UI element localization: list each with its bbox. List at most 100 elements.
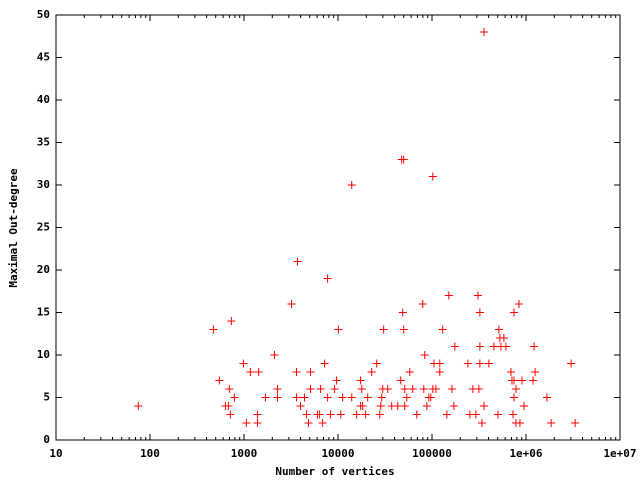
- point: [517, 376, 526, 385]
- point: [450, 342, 459, 351]
- point: [511, 385, 520, 393]
- point: [306, 385, 315, 393]
- point: [501, 342, 510, 351]
- point: [449, 402, 458, 410]
- point: [444, 291, 453, 300]
- y-tick-label: 15: [37, 306, 50, 319]
- y-tick-label: 50: [37, 8, 50, 21]
- point: [508, 410, 517, 419]
- point: [509, 308, 518, 317]
- x-tick-label: 10000: [321, 447, 354, 460]
- point: [499, 334, 508, 342]
- point: [134, 402, 143, 410]
- y-tick-label: 10: [37, 348, 50, 361]
- point: [296, 402, 305, 410]
- point: [438, 325, 447, 334]
- point: [357, 385, 366, 393]
- point: [419, 385, 428, 393]
- point: [306, 368, 315, 376]
- x-tick-label: 1e+07: [603, 447, 636, 460]
- point: [479, 28, 488, 36]
- point: [442, 410, 451, 419]
- point: [547, 419, 556, 427]
- plot-border: [55, 14, 621, 441]
- point: [326, 410, 335, 419]
- point: [376, 402, 385, 410]
- point: [475, 308, 484, 317]
- point: [422, 402, 431, 410]
- point: [273, 393, 282, 402]
- point: [400, 385, 409, 393]
- point: [209, 325, 218, 334]
- point: [253, 419, 262, 427]
- point: [474, 385, 483, 393]
- point: [471, 410, 480, 419]
- y-tick-label: 25: [37, 221, 50, 234]
- point: [509, 376, 518, 385]
- point: [304, 419, 313, 427]
- y-tick-label: 35: [37, 136, 50, 149]
- point: [246, 368, 255, 376]
- point: [292, 368, 301, 376]
- point: [273, 385, 282, 393]
- point: [253, 410, 262, 419]
- point: [334, 325, 343, 334]
- point: [431, 385, 440, 393]
- point: [477, 419, 486, 427]
- point: [261, 393, 270, 402]
- point: [484, 359, 493, 368]
- x-tick-label: 100000: [412, 447, 452, 460]
- point: [292, 393, 301, 402]
- point: [530, 342, 539, 351]
- point: [426, 393, 435, 402]
- point: [332, 376, 341, 385]
- y-tick-label: 40: [37, 93, 50, 106]
- point: [506, 368, 515, 376]
- point: [323, 393, 332, 402]
- point: [479, 402, 488, 410]
- y-tick-label: 0: [43, 433, 50, 446]
- point: [302, 410, 311, 419]
- point: [330, 385, 339, 393]
- point: [224, 402, 233, 410]
- point: [420, 351, 429, 359]
- point: [230, 393, 239, 402]
- point: [300, 393, 309, 402]
- x-axis-label: Number of vertices: [275, 465, 394, 478]
- point: [377, 393, 386, 402]
- point: [270, 351, 279, 359]
- point: [254, 368, 263, 376]
- point: [361, 410, 370, 419]
- x-tick-label: 1000: [231, 447, 258, 460]
- point: [494, 325, 503, 334]
- point: [356, 376, 365, 385]
- point: [293, 257, 302, 266]
- point: [514, 300, 523, 308]
- point: [435, 368, 444, 376]
- point: [239, 359, 248, 368]
- point: [215, 376, 224, 385]
- point: [428, 172, 437, 181]
- y-tick-label: 5: [43, 391, 50, 404]
- point: [475, 359, 484, 368]
- point: [242, 419, 251, 427]
- point: [383, 385, 392, 393]
- point: [447, 385, 456, 393]
- point: [396, 376, 405, 385]
- point: [519, 402, 528, 410]
- point: [287, 300, 296, 308]
- point: [529, 376, 538, 385]
- point: [338, 393, 347, 402]
- x-tick-label: 10: [49, 447, 62, 460]
- point: [493, 410, 502, 419]
- point: [393, 402, 402, 410]
- point: [315, 410, 324, 419]
- point: [435, 359, 444, 368]
- point: [398, 308, 407, 317]
- point: [227, 317, 236, 325]
- point: [542, 393, 551, 402]
- point: [412, 410, 421, 419]
- point: [372, 359, 381, 368]
- point: [400, 402, 409, 410]
